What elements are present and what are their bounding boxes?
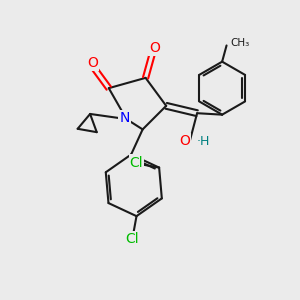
Text: ·H: ·H	[197, 135, 211, 148]
Text: N: N	[119, 112, 130, 125]
Text: Cl: Cl	[130, 156, 143, 170]
Text: O: O	[179, 134, 190, 148]
Text: CH₃: CH₃	[230, 38, 250, 47]
Text: O: O	[87, 56, 98, 70]
Text: O: O	[149, 41, 160, 55]
Text: Cl: Cl	[125, 232, 139, 246]
